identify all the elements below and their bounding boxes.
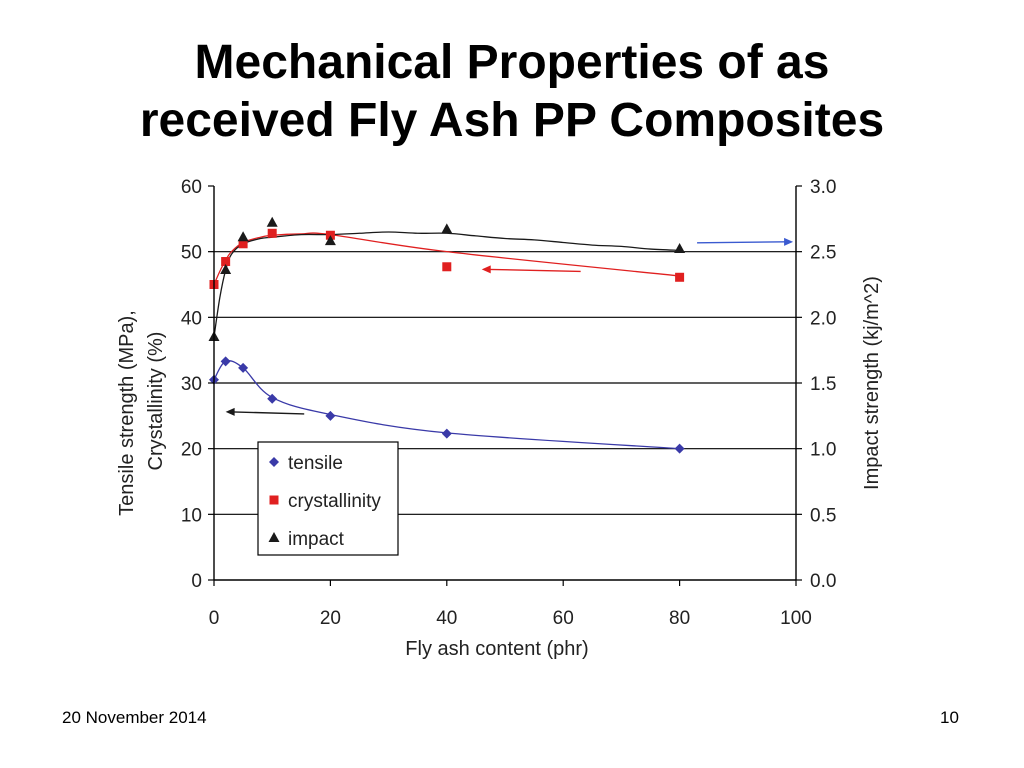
- legend: tensile crystallinity impact: [257, 441, 399, 556]
- data-point-tensile: [267, 393, 278, 404]
- axis-labels: Fly ash content (phr) Tensile strength (M…: [116, 276, 883, 660]
- data-point-impact: [266, 216, 278, 227]
- data-point-crystallinity: [221, 257, 231, 267]
- legend-label-tensile: tensile: [288, 453, 343, 474]
- axis-arrow-tensile: [232, 411, 305, 415]
- y-tick-label: 40: [181, 308, 202, 329]
- data-point-impact: [237, 231, 249, 242]
- slide-date: 20 November 2014: [62, 708, 207, 727]
- y-tick-label: 50: [181, 243, 202, 264]
- legend-box: [257, 441, 399, 556]
- data-point-tensile: [441, 428, 452, 439]
- series-line-impact: [213, 231, 680, 338]
- legend-swatch-tensile: [269, 457, 279, 467]
- y-axis-label-line-2: Crystallinity (%): [145, 332, 167, 471]
- data-point-impact: [220, 264, 232, 275]
- y-tick-label: 20: [181, 440, 202, 461]
- x-tick-label: 80: [669, 608, 690, 629]
- x-tick-label: 20: [320, 608, 341, 629]
- slide-title-line-1: Mechanical Properties of as: [194, 36, 830, 89]
- legend-label-impact: impact: [288, 529, 345, 550]
- axis-arrow-crystallinity: [488, 268, 581, 273]
- axis-arrow-impact: [697, 241, 787, 244]
- y2-tick-label: 2.0: [810, 308, 836, 329]
- y2-tick-label: 2.5: [810, 243, 836, 264]
- data-point-impact: [324, 235, 336, 246]
- y2-tick-label: 0.5: [810, 505, 836, 526]
- slide-title-line-2: received Fly Ash PP Composites: [139, 94, 885, 147]
- y2-tick-label: 0.0: [810, 571, 836, 592]
- slide-page-number: 10: [940, 708, 959, 727]
- data-point-tensile: [220, 356, 231, 367]
- y2-tick-label: 1.5: [810, 374, 836, 395]
- axis-arrows: [225, 237, 794, 416]
- y-axis-label-line-1: Tensile strength (MPa),: [116, 310, 138, 516]
- series-line-crystallinity: [213, 232, 680, 285]
- y-tick-label: 30: [181, 374, 202, 395]
- x-tick-label: 60: [553, 608, 574, 629]
- data-point-impact: [674, 243, 686, 254]
- data-point-tensile: [325, 410, 336, 421]
- data-point-tensile: [674, 443, 685, 454]
- x-axis-label: Fly ash content (phr): [405, 638, 588, 660]
- data-point-crystallinity: [267, 228, 277, 238]
- data-point-crystallinity: [442, 262, 452, 272]
- data-point-impact: [441, 223, 453, 234]
- axis-arrow-head-impact: [784, 237, 794, 246]
- y2-axis-label: Impact strength (kj/m^2): [861, 276, 883, 490]
- data-point-tensile: [238, 362, 249, 373]
- slide-title: Mechanical Properties of as received Fly…: [0, 34, 1024, 150]
- x-tick-label: 100: [780, 608, 812, 629]
- y2-tick-label: 3.0: [810, 177, 836, 198]
- data-point-crystallinity: [675, 272, 685, 282]
- x-tick-label: 40: [436, 608, 457, 629]
- y-tick-label: 60: [181, 177, 202, 198]
- axis-arrow-head-crystallinity: [481, 265, 491, 274]
- y-tick-label: 0: [191, 571, 202, 592]
- x-tick-label: 0: [209, 608, 220, 629]
- y2-tick-label: 1.0: [810, 440, 836, 461]
- legend-label-crystallinity: crystallinity: [288, 491, 381, 512]
- legend-swatch-impact: [268, 532, 280, 542]
- axis-arrow-head-tensile: [225, 407, 235, 416]
- data-point-crystallinity: [238, 239, 248, 249]
- legend-swatch-crystallinity: [269, 495, 279, 505]
- series-markers: [208, 216, 686, 454]
- axes: 0 10 20 30 40 50 60 0.0 0.5 1.0 1.5 2.0 2.5 3.0 0 20 40 6…: [181, 177, 837, 629]
- y-tick-label: 10: [181, 505, 202, 526]
